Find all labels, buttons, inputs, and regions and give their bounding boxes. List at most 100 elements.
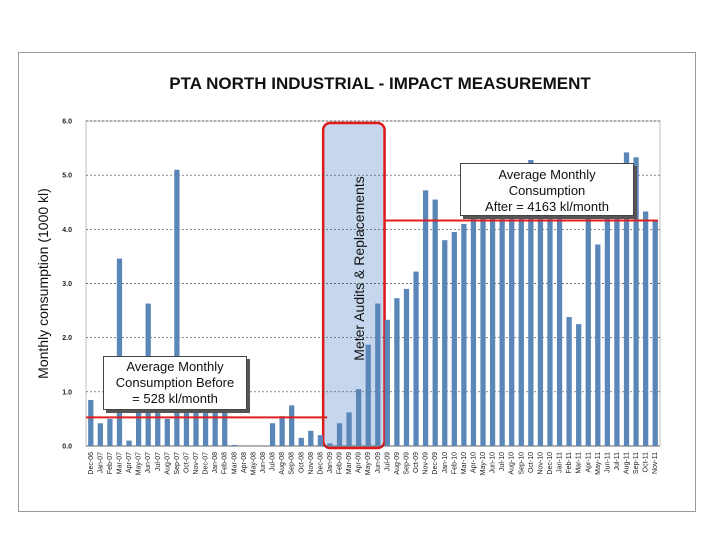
x-tick-label: Dec-06 [88,452,95,475]
bar [126,440,132,446]
bar [595,244,601,446]
bar [317,435,324,446]
x-tick-label: Oct-11 [643,452,650,473]
x-tick-label: Jul-08 [270,452,277,471]
bar [164,418,170,446]
chart-title: PTA NORTH INDUSTRIAL - IMPACT MEASUREMEN… [169,74,591,93]
x-tick-label: Oct-07 [183,452,190,473]
x-tick-label: Jan-10 [442,452,449,474]
x-tick-label: Dec-10 [547,452,554,475]
x-tick-label: May-11 [595,452,602,475]
x-tick-label: Feb-09 [337,452,344,474]
y-tick-label: 0.0 [62,444,72,451]
x-tick-label: Nov-09 [423,452,430,475]
x-tick-label: Mar-07 [116,452,123,474]
bar [413,271,419,446]
bar [394,298,400,446]
x-tick-label: Sep-10 [518,452,525,475]
y-tick-label: 1.0 [62,389,72,396]
bar [183,405,190,446]
bar [480,218,486,446]
bar [547,204,553,446]
x-tick-label: Aug-09 [394,452,401,475]
x-tick-label: Jun-07 [145,452,152,474]
x-tick-label: Jun-10 [490,452,497,474]
callout-after-line-1: Average Monthly [498,167,596,182]
bar [643,211,649,446]
bar [499,213,505,446]
x-tick-label: Dec-08 [317,452,324,475]
bar [442,240,448,446]
x-tick-label: Mar-08 [231,452,238,474]
x-tick-label: Jan-11 [557,452,564,473]
bar [279,416,285,446]
x-tick-label: Apr-09 [356,452,363,473]
bar [422,190,429,446]
x-tick-label: Dec-09 [432,452,439,475]
bar [212,412,218,446]
x-tick-label: Apr-11 [585,452,592,473]
bar [346,412,352,446]
bar [97,423,103,446]
x-tick-label: Sep-07 [174,452,181,475]
callout-before-line-1: Average Monthly [126,359,224,374]
bar [298,437,304,446]
callout-after: Average Monthly Consumption After = 4163… [460,163,634,216]
bar [556,218,563,446]
x-tick-label: Apr-07 [126,452,133,473]
bar [135,408,142,446]
x-tick-label: Jan-08 [212,452,219,474]
y-tick-label: 4.0 [62,227,72,234]
x-tick-label: Jun-08 [260,452,267,474]
x-tick-label: Mar-09 [346,452,353,474]
bar [509,215,515,446]
bar [222,409,228,446]
bar [518,213,524,446]
bar [652,221,658,446]
x-tick-label: Jul-09 [384,452,391,471]
callout-after-line-3: After = 4163 kl/month [485,199,609,214]
bar [585,215,591,446]
bar [231,444,237,446]
x-tick-label: Jul-11 [614,452,621,471]
bar [269,423,276,446]
y-tick-label: 3.0 [62,281,72,288]
x-tick-label: Sep-08 [289,452,296,475]
bar [327,443,333,446]
bar [308,430,314,446]
x-tick-label: May-07 [136,452,143,475]
bar [528,160,534,446]
bar [633,157,639,446]
bar [623,152,630,446]
x-tick-label: Nov-07 [193,452,200,475]
bar [489,215,496,446]
callout-before-line-2: Consumption Before [115,375,235,390]
bar [356,389,362,446]
x-tick-label: Jun-09 [375,452,382,474]
x-tick-label: Jan-07 [97,452,104,474]
x-tick-label: Apr-08 [241,452,248,473]
x-tick-label: Aug-07 [164,452,171,475]
x-tick-label: Feb-08 [222,452,229,474]
y-tick-label: 6.0 [62,119,72,126]
x-tick-label: Jul-07 [155,452,162,471]
x-tick-label: Oct-10 [528,452,535,473]
bar [537,204,544,446]
x-tick-label: May-09 [365,452,372,475]
x-tick-label: Feb-10 [451,452,458,474]
x-tick-label: Nov-11 [652,452,659,474]
bar [336,423,343,446]
x-tick-label: Nov-10 [537,452,544,475]
x-tick-label: Sep-09 [403,452,410,475]
x-tick-label: Jan-09 [327,452,334,474]
x-tick-label: Feb-07 [107,452,114,474]
bar [193,408,199,446]
y-axis-label: Monthly consumption (1000 kl) [35,188,51,379]
bar [202,410,209,446]
shaded-period-label: Meter Audits & Replacements [351,176,367,360]
bar [384,319,390,446]
bar [375,303,381,446]
bar [174,169,180,446]
x-tick-label: Mar-11 [576,452,583,474]
